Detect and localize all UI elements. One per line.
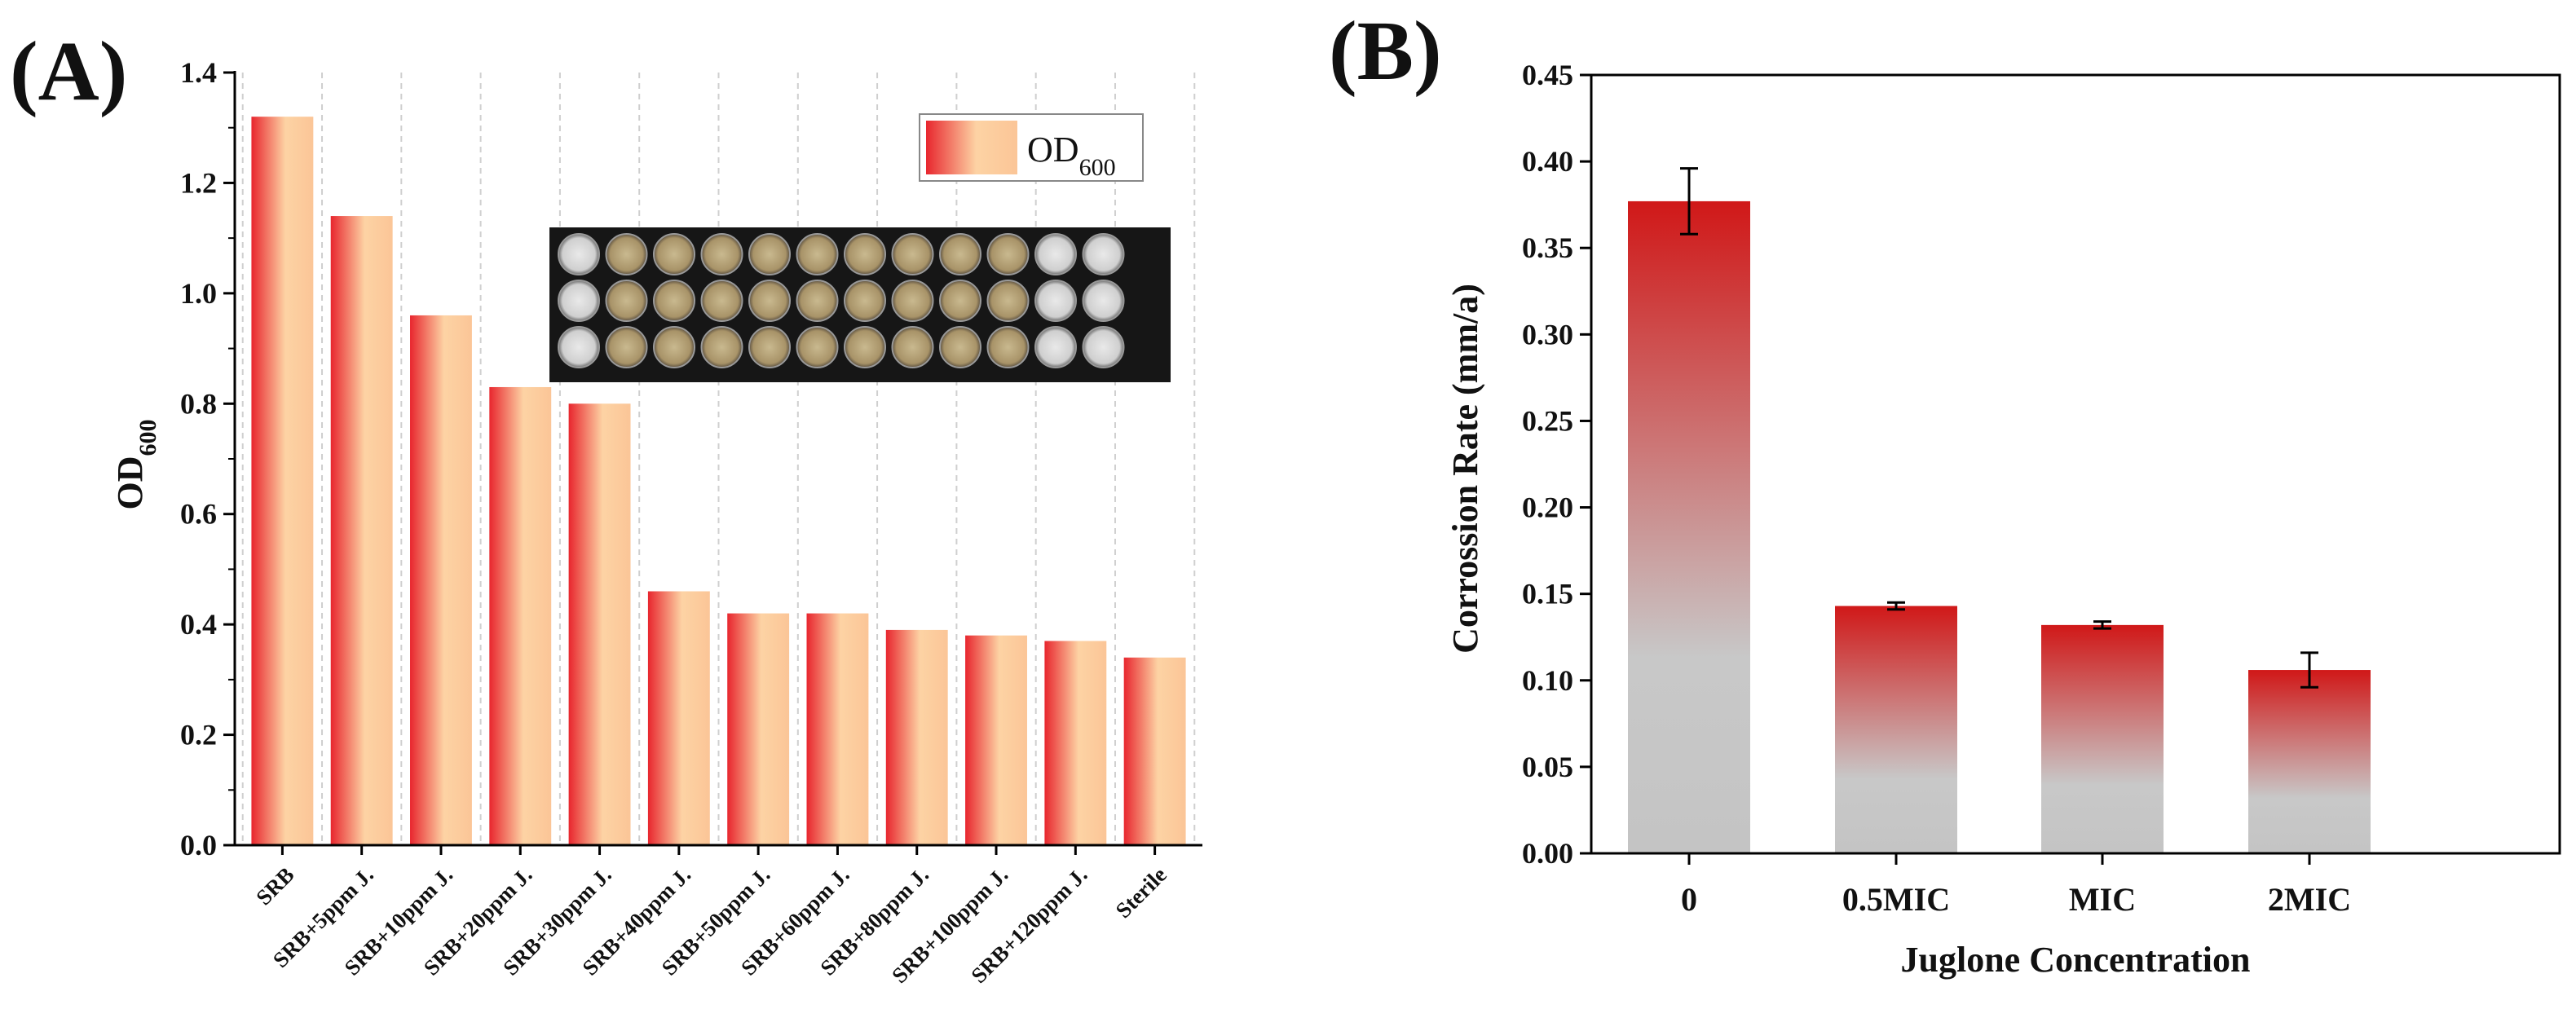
- bar-10: [965, 635, 1027, 845]
- well: [700, 326, 743, 368]
- well: [558, 280, 600, 322]
- y-tick-label: 0.45: [1522, 59, 1573, 91]
- well: [939, 280, 981, 322]
- category-label: SRB: [251, 862, 298, 910]
- well: [844, 280, 886, 322]
- well: [1082, 280, 1125, 322]
- panel-b-label: (B): [1329, 4, 1442, 98]
- well-plate-photo: [549, 227, 1171, 382]
- well: [653, 326, 695, 368]
- bar-3: [410, 315, 472, 845]
- panel-b-y-tick-labels: 0.00 0.05 0.10 0.15 0.20 0.25 0.30 0.35 0.40 0.45: [1522, 59, 1573, 870]
- bar-1: [1628, 200, 1750, 853]
- y-tick-label: 0.05: [1522, 751, 1573, 783]
- well: [748, 280, 791, 322]
- y-tick-label: 0.20: [1522, 491, 1573, 524]
- bar-5: [568, 403, 631, 845]
- y-tick-label: 0.40: [1522, 145, 1573, 178]
- well: [1082, 233, 1125, 275]
- well: [700, 233, 743, 275]
- legend-label: OD600: [1027, 130, 1116, 181]
- y-tick-label: 0.10: [1522, 664, 1573, 697]
- well: [1082, 326, 1125, 368]
- well: [939, 233, 981, 275]
- bar-8: [806, 613, 869, 845]
- y-tick-label: 0.6: [180, 498, 217, 531]
- bar-1: [251, 117, 314, 845]
- plot-frame: [1590, 73, 2561, 855]
- panel-b-chart: (B) 0.00 0.05 0.10 0.15 0.20 0.25 0.30 0.35 0.40…: [1329, 4, 2561, 980]
- well: [653, 233, 695, 275]
- well: [796, 280, 839, 322]
- well: [986, 280, 1030, 322]
- y-tick-label: 0.35: [1522, 231, 1573, 264]
- y-tick-label: 0.0: [180, 829, 217, 861]
- panel-a-grid: [241, 73, 1196, 845]
- well: [700, 280, 743, 322]
- category-label: Sterile: [1111, 862, 1171, 923]
- well: [1034, 326, 1077, 368]
- well: [891, 280, 934, 322]
- well: [891, 326, 934, 368]
- well: [939, 326, 981, 368]
- panel-b-y-axis-label: Corrossion Rate (mm/a): [1445, 284, 1485, 654]
- well: [986, 233, 1030, 275]
- well: [1034, 233, 1077, 275]
- category-label: MIC: [2069, 881, 2136, 918]
- legend-swatch: [926, 121, 1017, 174]
- panel-a-label: (A): [10, 24, 127, 118]
- y-tick-label: 0.2: [180, 719, 217, 751]
- panel-b-axes: [1580, 73, 2561, 865]
- well: [605, 280, 648, 322]
- well: [653, 280, 695, 322]
- bar-6: [647, 591, 710, 845]
- well: [558, 326, 600, 368]
- well: [605, 326, 648, 368]
- y-tick-label: 0.00: [1522, 837, 1573, 870]
- panel-a-bars: [251, 117, 1186, 845]
- well: [748, 233, 791, 275]
- bar-2: [1835, 606, 1957, 853]
- panel-a-chart: (A) 0.0 0.2 0.4 0.6 0.8 1.0 1.2 1.4 SRBSRB+5ppm…: [10, 24, 1202, 988]
- y-tick-label: 0.15: [1522, 578, 1573, 610]
- y-tick-label: 1.0: [180, 277, 217, 310]
- bar-4: [489, 386, 552, 845]
- panel-b-x-axis-label: Juglone Concentration: [1901, 940, 2251, 980]
- y-tick-label: 0.4: [180, 608, 217, 641]
- well: [748, 326, 791, 368]
- y-tick-label: 0.25: [1522, 404, 1573, 437]
- well: [891, 233, 934, 275]
- well: [558, 233, 600, 275]
- panel-b-category-labels: 0 0.5MIC MIC 2MIC: [1681, 881, 2351, 918]
- y-tick-label: 1.2: [180, 166, 217, 199]
- well: [844, 326, 886, 368]
- panel-b-bars: [1628, 200, 2371, 853]
- well: [1034, 280, 1077, 322]
- category-label: 0: [1681, 881, 1697, 918]
- category-label: 2MIC: [2268, 881, 2351, 918]
- y-tick-label: 0.8: [180, 387, 217, 420]
- y-tick-label: 0.30: [1522, 318, 1573, 350]
- well: [796, 326, 839, 368]
- category-label: 0.5MIC: [1842, 881, 1950, 918]
- bar-2: [330, 216, 393, 845]
- panel-a-legend: OD600: [919, 113, 1144, 182]
- bar-12: [1123, 657, 1186, 845]
- panel-a-y-axis-label: OD600: [110, 420, 161, 510]
- bar-3: [2041, 624, 2164, 853]
- panel-a-axes: [223, 71, 1202, 855]
- bar-9: [885, 629, 948, 845]
- bar-4: [2248, 670, 2371, 853]
- panel-b-error-bars: [1680, 167, 2318, 689]
- bar-11: [1044, 641, 1107, 845]
- well: [605, 233, 648, 275]
- well: [844, 233, 886, 275]
- panel-a-y-tick-labels: 0.0 0.2 0.4 0.6 0.8 1.0 1.2 1.4: [180, 56, 217, 861]
- bar-7: [727, 613, 790, 845]
- well: [796, 233, 839, 275]
- y-tick-label: 1.4: [180, 56, 217, 89]
- well: [986, 326, 1030, 368]
